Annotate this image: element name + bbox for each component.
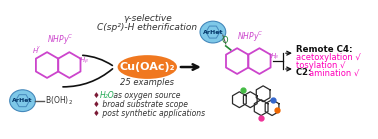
- Text: Remote C4:: Remote C4:: [296, 45, 352, 54]
- Text: H: H: [270, 53, 276, 59]
- Text: ♦: ♦: [93, 109, 100, 118]
- Text: ♦: ♦: [93, 91, 100, 100]
- Text: $_γ$: $_γ$: [36, 45, 41, 52]
- Text: B(OH)$_2$: B(OH)$_2$: [45, 94, 73, 107]
- Text: γ-selective: γ-selective: [123, 14, 172, 23]
- Text: acetoxylation √: acetoxylation √: [296, 53, 361, 62]
- Ellipse shape: [118, 55, 177, 79]
- Text: ♦: ♦: [93, 100, 100, 109]
- Text: NHPy$^C$: NHPy$^C$: [237, 30, 263, 44]
- Text: ArHet: ArHet: [12, 98, 33, 103]
- Text: ArHet: ArHet: [203, 30, 223, 35]
- Text: 25 examples: 25 examples: [120, 78, 174, 87]
- Text: post synthetic applications: post synthetic applications: [100, 109, 205, 118]
- Text: C2:: C2:: [296, 69, 314, 77]
- Text: $_β$: $_β$: [274, 54, 278, 62]
- Text: $_β$: $_β$: [84, 58, 88, 66]
- Ellipse shape: [200, 21, 226, 43]
- Text: as oxygen source: as oxygen source: [111, 91, 180, 100]
- Text: broad substrate scope: broad substrate scope: [100, 100, 188, 109]
- Text: NHPy$^C$: NHPy$^C$: [47, 33, 73, 47]
- Text: H: H: [80, 57, 85, 63]
- Ellipse shape: [10, 90, 36, 112]
- Text: amination √: amination √: [309, 69, 359, 77]
- Text: H₂O: H₂O: [100, 91, 115, 100]
- Text: H: H: [33, 48, 38, 54]
- Text: tosylation √: tosylation √: [296, 61, 345, 70]
- Text: Cu(OAc)₂: Cu(OAc)₂: [119, 62, 175, 72]
- Text: C(sp²)-H etherification: C(sp²)-H etherification: [97, 23, 197, 32]
- Text: O: O: [222, 36, 228, 45]
